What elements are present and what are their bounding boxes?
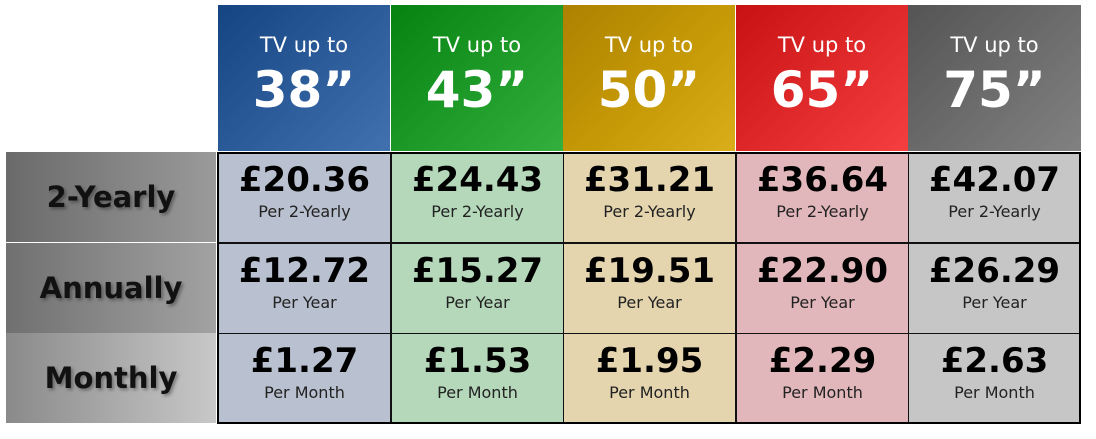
header-65-inch: TV up to 65” xyxy=(736,5,908,151)
price-value: £26.29 xyxy=(928,251,1061,291)
price-value: £1.95 xyxy=(595,341,704,381)
price-unit: Per Year xyxy=(272,293,337,313)
price-cell: £22.90 Per Year xyxy=(736,243,909,334)
price-unit: Per Month xyxy=(264,383,345,403)
header-size: 75” xyxy=(943,61,1046,119)
row-label-annually: Annually xyxy=(6,243,216,333)
price-unit: Per Month xyxy=(782,383,863,403)
header-prefix: TV up to xyxy=(950,33,1039,57)
price-value: £20.36 xyxy=(238,160,371,200)
header-50-inch: TV up to 50” xyxy=(563,5,735,151)
header-75-inch: TV up to 75” xyxy=(908,5,1081,151)
header-38-inch: TV up to 38” xyxy=(218,5,390,151)
price-cell: £15.27 Per Year xyxy=(391,243,564,334)
header-size: 38” xyxy=(252,61,356,119)
price-cell: £20.36 Per 2-Yearly xyxy=(218,152,391,243)
price-value: £22.90 xyxy=(756,251,889,291)
price-cell: £24.43 Per 2-Yearly xyxy=(391,152,564,243)
price-cell: £2.63 Per Month xyxy=(908,333,1081,424)
header-prefix: TV up to xyxy=(432,33,522,57)
price-cell: £1.53 Per Month xyxy=(391,333,564,424)
price-value: £1.27 xyxy=(250,341,359,381)
price-unit: Per 2-Yearly xyxy=(431,202,524,222)
price-cell: £19.51 Per Year xyxy=(563,243,736,334)
header-prefix: TV up to xyxy=(777,33,867,57)
price-value: £12.72 xyxy=(238,251,371,291)
price-unit: Per Year xyxy=(445,293,510,313)
header-prefix: TV up to xyxy=(259,33,349,57)
price-cell: £36.64 Per 2-Yearly xyxy=(736,152,909,243)
price-cell: £12.72 Per Year xyxy=(218,243,391,334)
price-value: £1.53 xyxy=(423,341,532,381)
header-43-inch: TV up to 43” xyxy=(391,5,563,151)
price-unit: Per Month xyxy=(954,383,1035,403)
header-size: 65” xyxy=(770,61,874,119)
header-size: 50” xyxy=(597,61,701,119)
price-cell: £42.07 Per 2-Yearly xyxy=(908,152,1081,243)
price-value: £19.51 xyxy=(583,251,716,291)
price-unit: Per 2-Yearly xyxy=(948,202,1041,222)
price-cell: £2.29 Per Month xyxy=(736,333,909,424)
price-unit: Per Year xyxy=(962,293,1027,313)
price-value: £24.43 xyxy=(411,160,544,200)
price-unit: Per Month xyxy=(437,383,518,403)
price-value: £15.27 xyxy=(411,251,544,291)
price-unit: Per Year xyxy=(790,293,855,313)
price-cell: £31.21 Per 2-Yearly xyxy=(563,152,736,243)
price-value: £2.29 xyxy=(768,341,877,381)
price-value: £31.21 xyxy=(583,160,716,200)
price-unit: Per Year xyxy=(617,293,682,313)
row-label-2-yearly: 2-Yearly xyxy=(6,152,216,242)
price-value: £36.64 xyxy=(756,160,889,200)
price-cell: £26.29 Per Year xyxy=(908,243,1081,334)
price-cell: £1.95 Per Month xyxy=(563,333,736,424)
price-unit: Per 2-Yearly xyxy=(776,202,869,222)
price-unit: Per 2-Yearly xyxy=(258,202,351,222)
row-label-monthly: Monthly xyxy=(6,333,216,423)
header-prefix: TV up to xyxy=(604,33,694,57)
price-cell: £1.27 Per Month xyxy=(218,333,391,424)
price-unit: Per Month xyxy=(609,383,690,403)
price-unit: Per 2-Yearly xyxy=(603,202,696,222)
price-value: £2.63 xyxy=(940,341,1049,381)
price-value: £42.07 xyxy=(928,160,1061,200)
header-size: 43” xyxy=(425,61,529,119)
